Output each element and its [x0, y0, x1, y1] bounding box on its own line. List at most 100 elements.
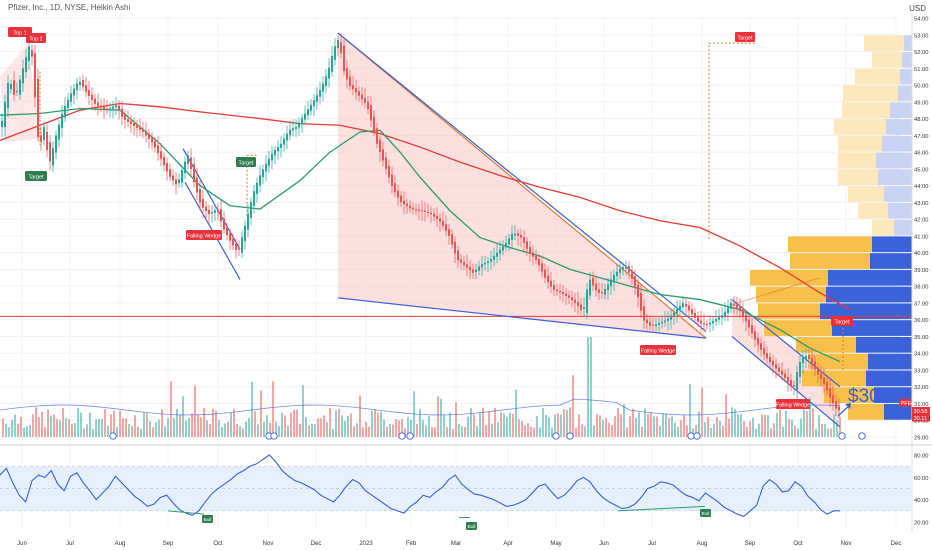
candle-body: [619, 268, 621, 273]
volume-bar: [584, 426, 586, 437]
chart-header: Pfizer, Inc., 1D, NYSE, Heikin Ashi: [8, 3, 131, 12]
candle-body: [643, 306, 645, 321]
candle-body: [331, 55, 333, 72]
volume-bar: [533, 427, 535, 437]
candle-body: [205, 206, 207, 211]
candle-body: [142, 129, 144, 132]
volume-bar: [146, 413, 148, 437]
rsi-axis-tick: 40.00: [914, 498, 929, 504]
candle-body: [43, 126, 45, 141]
annotation-label-box: [186, 230, 222, 240]
annotation-label-text: Falling Wedge: [187, 233, 221, 239]
volume-bar: [722, 425, 724, 437]
price-badge-text: PFE: [901, 401, 912, 407]
price-axis-tick: 48.00: [914, 117, 929, 123]
candle-body: [607, 284, 609, 291]
x-axis-tick: Jul: [648, 541, 656, 547]
volume-profile-bar: [882, 135, 912, 152]
volume-bar: [194, 385, 196, 437]
price-axis-tick: 32.00: [914, 385, 929, 391]
candle-body: [202, 199, 204, 208]
candle-body: [82, 80, 84, 87]
volume-bar: [572, 375, 574, 437]
volume-profile-bar: [820, 303, 912, 320]
volume-bar: [674, 422, 676, 437]
volume-bar: [365, 421, 367, 437]
volume-profile-bar: [750, 269, 828, 286]
volume-bar: [425, 425, 427, 437]
volume-bar: [23, 427, 25, 437]
volume-bar: [656, 416, 658, 437]
volume-bar: [488, 411, 490, 437]
candle-body: [64, 105, 66, 118]
volume-bar: [47, 409, 49, 437]
candle-body: [472, 269, 474, 273]
volume-bar: [821, 423, 823, 437]
volume-bar: [161, 409, 163, 437]
candle-body: [715, 319, 717, 322]
candle-body: [673, 312, 675, 317]
candle-body: [559, 290, 561, 293]
volume-bar: [515, 389, 517, 437]
volume-bar: [419, 409, 421, 437]
x-axis-tick: Jun: [17, 541, 27, 547]
candle-body: [34, 53, 36, 98]
candle-body: [91, 94, 93, 100]
volume-bar: [569, 407, 571, 437]
candle-body: [481, 263, 483, 268]
candle-body: [37, 78, 39, 137]
annotation-label-box: [776, 399, 810, 409]
x-axis-tick: Mar: [451, 541, 461, 547]
price-axis-tick: 54.00: [914, 17, 929, 23]
candle-body: [163, 156, 165, 166]
x-axis-tick: Oct: [213, 541, 223, 547]
annotation-label-box: [236, 157, 256, 167]
x-axis-tick: Dec: [311, 541, 322, 547]
volume-bar: [335, 410, 337, 437]
candle-body: [541, 263, 543, 272]
volume-bar: [395, 419, 397, 437]
volume-bar: [260, 390, 262, 437]
volume-bar: [743, 421, 745, 437]
volume-profile-bar: [886, 119, 912, 135]
candle-body: [436, 215, 438, 220]
candle-body: [439, 218, 441, 222]
annotation-label-text: Target: [835, 319, 850, 325]
volume-bar: [422, 419, 424, 437]
volume-bar: [236, 424, 238, 437]
candle-body: [232, 238, 234, 246]
candle-body: [745, 314, 747, 322]
candle-body: [424, 210, 426, 213]
volume-bar: [248, 418, 250, 437]
price-axis-tick: 43.00: [914, 201, 929, 207]
price-badge: [899, 399, 911, 407]
volume-bar: [392, 424, 394, 437]
volume-bar: [89, 412, 91, 437]
volume-bar: [833, 414, 835, 437]
target-dotted-line: [708, 42, 757, 240]
volume-bar: [770, 428, 772, 437]
candle-body: [379, 139, 381, 153]
volume-bar: [680, 420, 682, 437]
candle-body: [685, 303, 687, 307]
volume-bar: [725, 394, 727, 437]
volume-bar: [518, 419, 520, 437]
candle-body: [355, 88, 357, 93]
volume-bar: [683, 415, 685, 437]
volume-profile-bar: [855, 68, 900, 85]
event-marker: [687, 432, 695, 440]
rsi-annotation-box: [202, 515, 213, 523]
volume-bar: [482, 407, 484, 437]
volume-bar: [56, 419, 58, 437]
volume-bar: [554, 414, 556, 437]
candle-body: [517, 233, 519, 236]
candle-body: [310, 104, 312, 111]
volume-bar: [323, 415, 325, 437]
candle-body: [292, 128, 294, 131]
volume-bar: [251, 381, 253, 437]
volume-bar: [764, 414, 766, 437]
volume-bar: [215, 410, 217, 437]
event-marker: [566, 432, 574, 440]
volume-ma-line: [0, 398, 841, 416]
